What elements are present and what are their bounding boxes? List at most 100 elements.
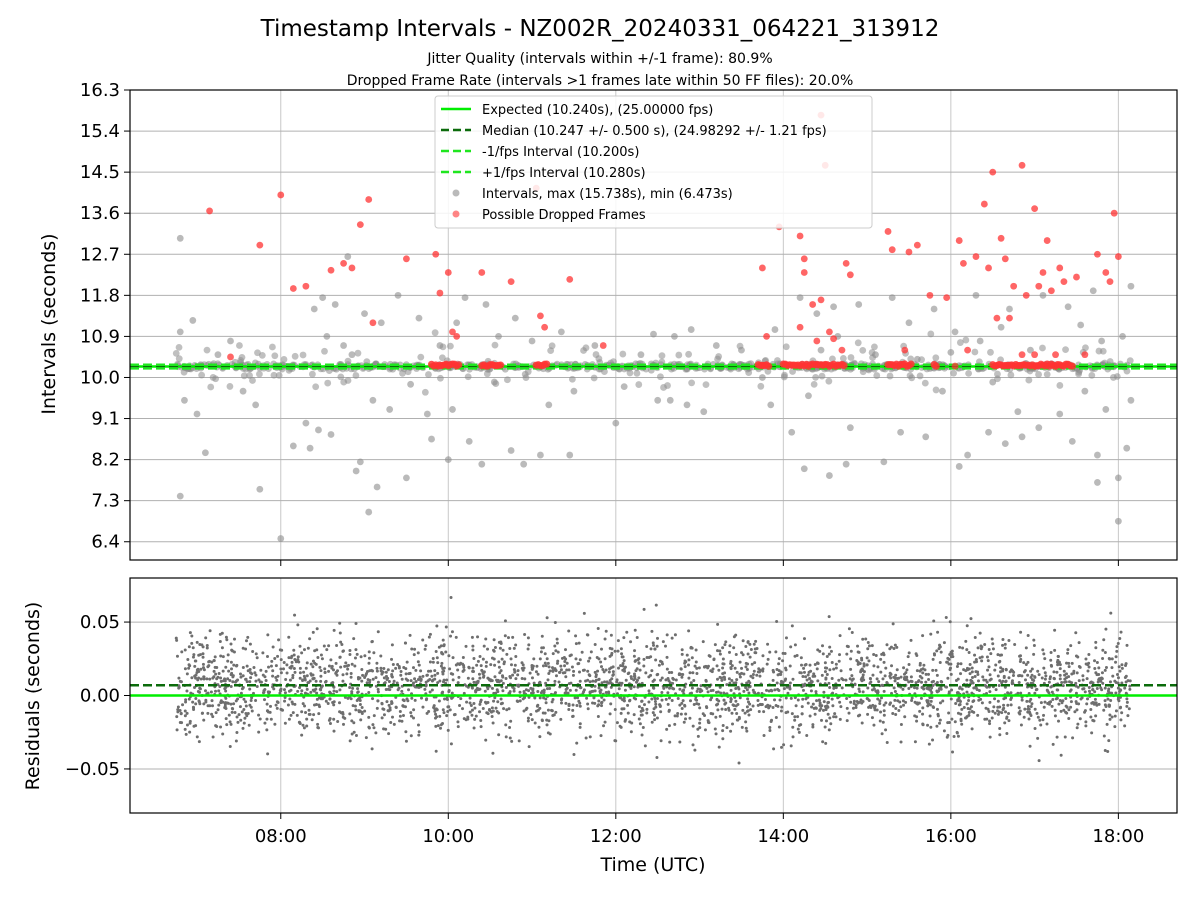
residual-point [503,619,507,623]
interval-point [189,317,197,324]
residual-point [686,663,690,667]
residual-point [289,688,293,692]
residual-point [805,733,809,737]
residual-point [779,670,783,674]
residual-point [190,634,194,638]
residual-point [349,675,353,679]
residual-point [235,715,239,719]
residual-point [655,644,659,648]
residual-point [193,659,197,663]
residual-point [225,638,229,642]
residual-point [506,636,510,640]
residual-point [1029,714,1033,718]
residual-point [727,706,731,710]
residual-point [358,703,362,707]
residual-point [938,721,942,725]
dropped-frame-point [369,319,377,327]
dropped-frame-point [1035,282,1043,290]
residual-point [683,665,687,669]
residual-point [1004,667,1008,671]
residual-point [1025,699,1029,703]
residual-point [613,649,617,653]
residual-point [259,668,263,672]
residual-point [958,703,962,707]
residual-point [774,650,778,654]
dropped-frame-point [901,346,909,354]
residual-point [1091,718,1095,722]
residual-point [316,722,320,726]
residual-point [889,672,893,676]
residual-point [742,689,746,693]
dropped-frame-point [796,232,804,240]
dropped-frame-point [846,271,854,279]
residual-point [509,657,513,661]
residual-point [822,690,826,694]
interval-point [1089,287,1097,295]
residual-point [935,724,939,728]
residual-point [188,730,192,734]
interval-point [590,374,598,382]
residual-point [1096,680,1100,684]
residual-point [531,688,535,692]
interval-point [905,319,913,327]
residual-point [241,674,245,678]
interval-point [781,371,788,379]
interval-point [438,354,446,362]
residual-point [543,711,547,715]
interval-point [492,380,500,388]
residual-point [543,652,547,656]
residual-point [190,641,194,645]
residual-point [216,683,220,687]
residual-point [221,732,225,736]
residual-point [1023,707,1027,711]
interval-point [1039,291,1047,299]
residual-point [872,723,876,727]
residual-point [742,672,746,676]
residual-point [988,690,992,694]
residual-point [1062,708,1066,712]
residual-point [915,719,919,723]
interval-point [964,451,971,459]
residual-point [298,686,302,690]
residual-point [470,686,474,690]
residual-point [718,714,722,718]
residual-point [304,711,308,715]
residual-point [192,706,196,710]
residual-point [756,691,760,695]
residual-point [546,708,550,712]
residual-point [239,672,243,676]
residual-point [214,724,218,728]
y-tick-label: 0.00 [80,686,120,707]
residual-point [596,627,600,631]
residual-point [475,663,479,667]
residual-point [212,675,216,679]
residual-point [611,670,615,674]
residual-point [447,688,451,692]
residual-point [958,700,962,704]
residual-point [713,727,717,731]
residual-point [1064,672,1068,676]
x-tick-label: 18:00 [1092,826,1144,847]
residual-point [1026,660,1030,664]
residual-point [1007,676,1011,680]
interval-point [939,387,946,395]
residual-point [462,691,466,695]
residual-point [411,666,415,670]
residual-point [768,650,772,654]
residual-point [1029,705,1033,709]
residual-point [534,670,538,674]
residual-point [367,661,371,665]
residual-point [420,696,424,700]
residual-point [441,652,445,656]
residual-point [502,660,506,664]
dropped-frame-point [449,328,456,336]
residual-point [691,743,695,747]
residual-point [1102,708,1106,712]
residual-point [816,679,820,683]
residual-point [328,721,332,725]
y-tick-label: 10.0 [80,367,120,388]
residual-point [1117,665,1121,669]
residual-point [676,711,680,715]
residual-point [183,648,187,652]
residual-point [235,663,239,667]
